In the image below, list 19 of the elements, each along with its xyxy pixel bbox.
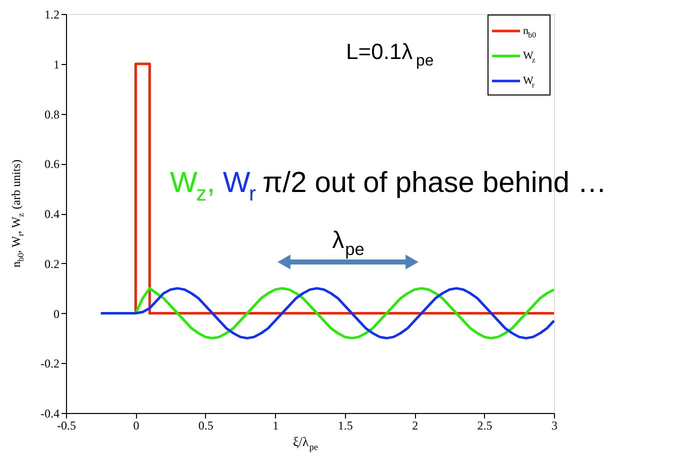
y-tick-label: 1.2 [44, 8, 60, 22]
y-tick-label: 0.4 [44, 207, 60, 221]
y-tick-label: 0.8 [44, 107, 60, 122]
x-tick-label: 2 [412, 418, 418, 432]
y-tick-label: 0.6 [44, 157, 60, 172]
x-tick-label: 0 [133, 418, 140, 432]
y-tick-label: 0 [54, 306, 60, 321]
x-tick-label: 1.5 [338, 418, 353, 432]
x-tick-label: 2.5 [477, 418, 492, 432]
y-tick-label: 0.2 [44, 256, 60, 271]
y-tick-label: 1 [54, 57, 60, 72]
x-tick-label: -0.5 [57, 418, 76, 432]
y-tick-label: -0.2 [40, 356, 60, 371]
x-tick-label: 1 [272, 418, 279, 432]
x-tick-label: 0.5 [198, 418, 214, 432]
y-axis-title: nb0, Wr, Wz (arb units) [9, 160, 26, 268]
annotation: π/2 out of phase behind … [262, 167, 607, 199]
x-tick-label: 3 [552, 418, 558, 432]
y-tick-label: -0.4 [40, 406, 60, 420]
